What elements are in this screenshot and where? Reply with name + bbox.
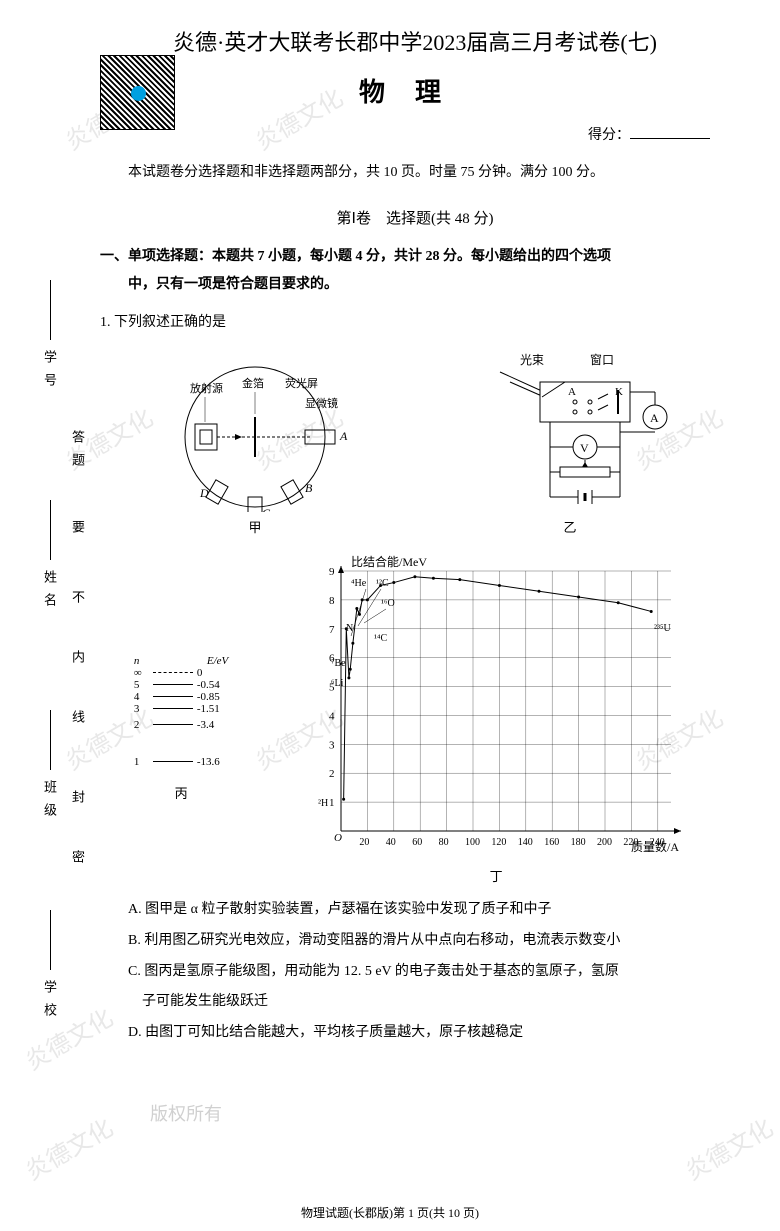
- svg-text:9: 9: [329, 566, 335, 578]
- label-source: 放射源: [190, 381, 223, 395]
- score-line: 得分：: [100, 124, 710, 144]
- figure-ding: 比结合能/MeV 质量数/A 123456789 204060801001201…: [296, 551, 696, 885]
- svg-text:C: C: [262, 506, 271, 512]
- svg-text:⁷Be: ⁷Be: [331, 658, 346, 669]
- page-footer: 物理试题(长郡版)第 1 页(共 10 页): [0, 1204, 780, 1221]
- exam-title: 炎德·英才大联考长郡中学2023届高三月考试卷(七): [100, 25, 730, 57]
- figure-jia: 放射源 金箔 荧光屏 显微镜 A B C: [150, 352, 360, 536]
- question-1-options: A. 图甲是 α 粒子散射实验装置，卢瑟福在该实验中发现了质子和中子 B. 利用…: [100, 895, 730, 1049]
- label-screen: 荧光屏: [285, 376, 318, 390]
- svg-text:1: 1: [329, 797, 335, 809]
- svg-text:40: 40: [386, 837, 396, 848]
- subject-title: 物理: [100, 72, 730, 109]
- option-d: D. 由图丁可知比结合能越大，平均核子质量越大，原子核越稳定: [121, 1018, 730, 1049]
- option-c: C. 图丙是氢原子能级图，用动能为 12. 5 eV 的电子轰击处于基态的氢原子…: [121, 957, 730, 988]
- svg-text:7: 7: [329, 624, 335, 636]
- svg-text:²³⁵U: ²³⁵U: [654, 623, 671, 634]
- option-b: B. 利用图乙研究光电效应，滑动变阻器的滑片从中点向右移动，电流表示数变小: [121, 926, 730, 957]
- svg-text:20: 20: [359, 837, 369, 848]
- svg-text:¹⁶O: ¹⁶O: [381, 598, 395, 609]
- svg-text:N: N: [346, 623, 353, 634]
- svg-text:60: 60: [412, 837, 422, 848]
- svg-text:3: 3: [329, 739, 335, 751]
- fig-label-jia: 甲: [150, 517, 360, 536]
- svg-text:240: 240: [650, 837, 665, 848]
- figure-yi: 光束 窗口 A K: [460, 352, 680, 536]
- figures-row-2: nE/eV ∞0 5-0.54 4-0.85 3-1.51 2-3.4 1-13…: [100, 551, 730, 885]
- label-beam: 光束: [520, 353, 544, 367]
- svg-text:D: D: [199, 486, 209, 500]
- svg-text:A: A: [650, 411, 659, 425]
- svg-text:V: V: [580, 441, 589, 455]
- qtype-line1: 一、单项选择题：本题共 7 小题，每小题 4 分，共计 28 分。每小题给出的四…: [100, 243, 730, 271]
- svg-text:⁶Li: ⁶Li: [331, 678, 344, 689]
- svg-text:²H: ²H: [318, 798, 328, 809]
- svg-text:B: B: [305, 481, 313, 495]
- svg-text:80: 80: [439, 837, 449, 848]
- option-a: A. 图甲是 α 粒子散射实验装置，卢瑟福在该实验中发现了质子和中子: [121, 895, 730, 926]
- svg-text:120: 120: [491, 837, 506, 848]
- svg-text:160: 160: [544, 837, 559, 848]
- watermark: 炎德文化: [678, 1108, 779, 1186]
- svg-text:100: 100: [465, 837, 480, 848]
- option-c-cont: 子可能发生能级跃迁: [100, 987, 730, 1018]
- svg-text:2: 2: [329, 768, 335, 780]
- score-label: 得分：: [588, 128, 630, 143]
- svg-text:A: A: [339, 429, 348, 443]
- svg-text:200: 200: [597, 837, 612, 848]
- svg-text:¹⁴C: ¹⁴C: [374, 633, 387, 644]
- svg-text:¹²C: ¹²C: [376, 578, 389, 589]
- question-1-stem: 1. 下列叙述正确的是: [100, 309, 730, 337]
- question-type-heading: 一、单项选择题：本题共 7 小题，每小题 4 分，共计 28 分。每小题给出的四…: [100, 243, 730, 299]
- watermark: 炎德文化: [18, 1108, 119, 1186]
- figures-row-1: 放射源 金箔 荧光屏 显微镜 A B C: [100, 352, 730, 536]
- fig-label-yi: 乙: [460, 517, 680, 536]
- section-title: 第Ⅰ卷 选择题(共 48 分): [100, 207, 730, 228]
- svg-text:O: O: [334, 832, 342, 844]
- fig-label-ding: 丁: [296, 866, 696, 885]
- qr-code: [100, 55, 175, 130]
- exam-info: 本试题卷分选择题和非选择题两部分，共 10 页。时量 75 分钟。满分 100 …: [100, 159, 730, 187]
- fig-label-bing: 丙: [134, 783, 228, 802]
- label-microscope: 显微镜: [305, 396, 338, 410]
- figure-bing: nE/eV ∞0 5-0.54 4-0.85 3-1.51 2-3.4 1-13…: [134, 655, 228, 802]
- svg-text:180: 180: [571, 837, 586, 848]
- label-window: 窗口: [590, 353, 614, 367]
- svg-text:4: 4: [329, 710, 335, 722]
- svg-text:⁴He: ⁴He: [351, 578, 367, 589]
- svg-text:8: 8: [329, 595, 335, 607]
- svg-text:220: 220: [623, 837, 638, 848]
- svg-text:A: A: [568, 386, 576, 398]
- svg-text:140: 140: [518, 837, 533, 848]
- qtype-line2: 中，只有一项是符合题目要求的。: [100, 271, 730, 299]
- svg-text:比结合能/MeV: 比结合能/MeV: [351, 554, 427, 569]
- label-foil: 金箔: [242, 376, 264, 390]
- copyright-text: 版权所有: [150, 1100, 222, 1126]
